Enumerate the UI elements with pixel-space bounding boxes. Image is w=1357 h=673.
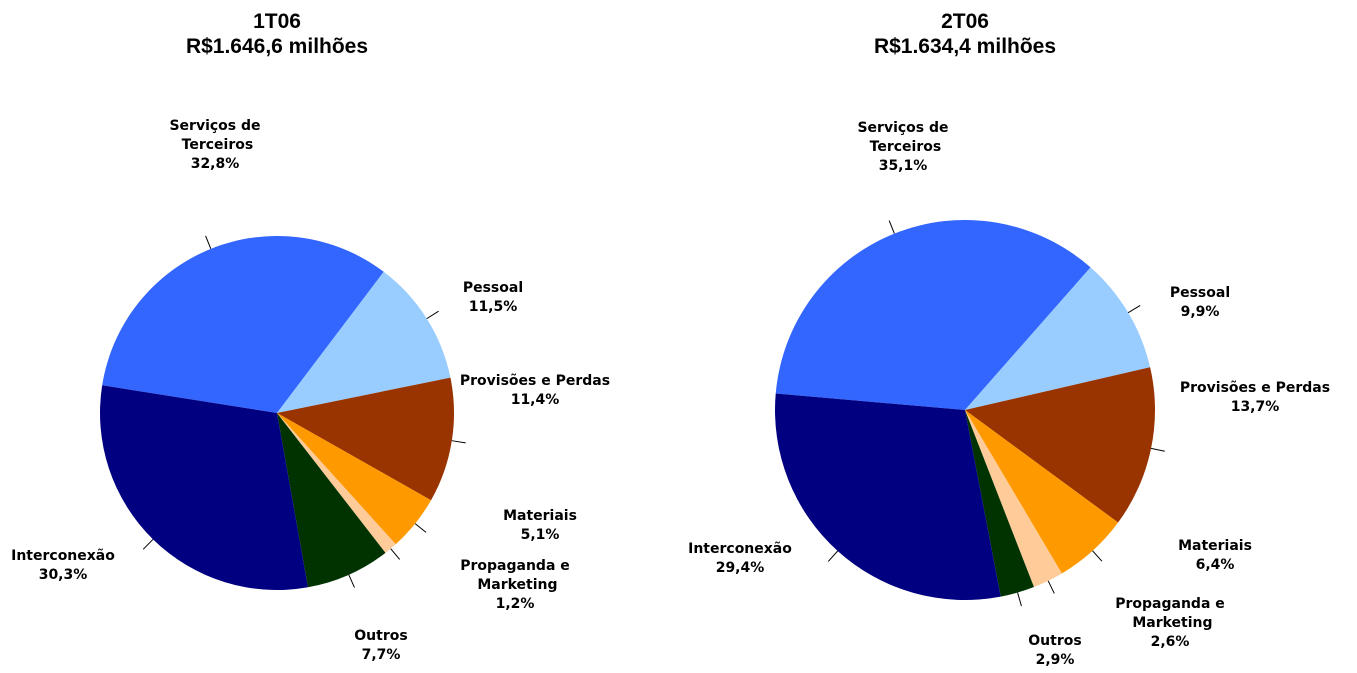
chart-title: 1T06: [253, 10, 301, 33]
leader-line: [426, 310, 439, 320]
chart-subtitle: R$1.634,4 milhões: [874, 35, 1056, 58]
value-label: 7,7%: [362, 647, 401, 663]
value-label: 35,1%: [879, 158, 928, 174]
pie-slice: [965, 267, 1151, 410]
value-label: 32,8%: [191, 156, 240, 172]
pie-slice: [774, 393, 1001, 601]
pie-slice: [277, 377, 455, 501]
leader-line: [205, 235, 212, 250]
value-label: 6,4%: [1196, 557, 1235, 573]
value-label: 13,7%: [1231, 399, 1280, 415]
leader-line: [1092, 550, 1103, 562]
value-label: 29,4%: [716, 560, 765, 576]
pie-slice: [277, 413, 396, 553]
pie-slice: [277, 271, 451, 413]
slice-label: Provisões e Perdas: [1180, 380, 1330, 396]
leader-line: [1017, 592, 1022, 607]
slice-label: Materiais: [503, 508, 577, 524]
pie-slice: [100, 385, 308, 591]
value-label: 30,3%: [39, 567, 88, 583]
leader-line: [1127, 305, 1141, 314]
pie-slice: [102, 235, 384, 413]
chart-title: 2T06: [941, 10, 989, 33]
value-label: 11,5%: [469, 299, 518, 315]
pie-slice: [965, 367, 1156, 523]
slice-label: Propaganda e Marketing: [460, 558, 570, 593]
leader-line: [1047, 580, 1055, 594]
leader-line: [414, 523, 427, 533]
leader-line: [827, 550, 839, 562]
pie-slice: [965, 410, 1034, 597]
chart-subtitle: R$1.646,6 milhões: [186, 35, 368, 58]
slice-label: Provisões e Perdas: [460, 373, 610, 389]
value-label: 9,9%: [1181, 304, 1220, 320]
slice-label: Pessoal: [1170, 285, 1230, 301]
slice-label: Pessoal: [463, 280, 523, 296]
pie-slice: [277, 413, 432, 545]
pie-slice: [965, 410, 1062, 588]
pie-slice: [775, 219, 1091, 410]
slice-label: Interconexão: [11, 548, 115, 564]
pie-slice: [965, 410, 1119, 574]
leader-line: [888, 220, 895, 234]
value-label: 5,1%: [521, 527, 560, 543]
pie-slice: [277, 413, 386, 588]
slice-label: Propaganda e Marketing: [1115, 596, 1225, 631]
leader-line: [348, 574, 355, 588]
slice-label: Outros: [1028, 633, 1081, 649]
slice-label: Interconexão: [688, 541, 792, 557]
slice-label: Outros: [354, 628, 407, 644]
leader-line: [451, 440, 466, 444]
slice-label: Serviços de Terceiros: [169, 118, 260, 153]
slice-label: Serviços de Terceiros: [857, 120, 948, 155]
slice-label: Materiais: [1178, 538, 1252, 554]
leader-line: [390, 548, 401, 560]
value-label: 2,9%: [1036, 652, 1075, 668]
leader-line: [1150, 447, 1165, 452]
value-label: 1,2%: [496, 596, 535, 612]
value-label: 11,4%: [511, 392, 560, 408]
leader-line: [142, 538, 154, 550]
value-label: 2,6%: [1151, 634, 1190, 650]
